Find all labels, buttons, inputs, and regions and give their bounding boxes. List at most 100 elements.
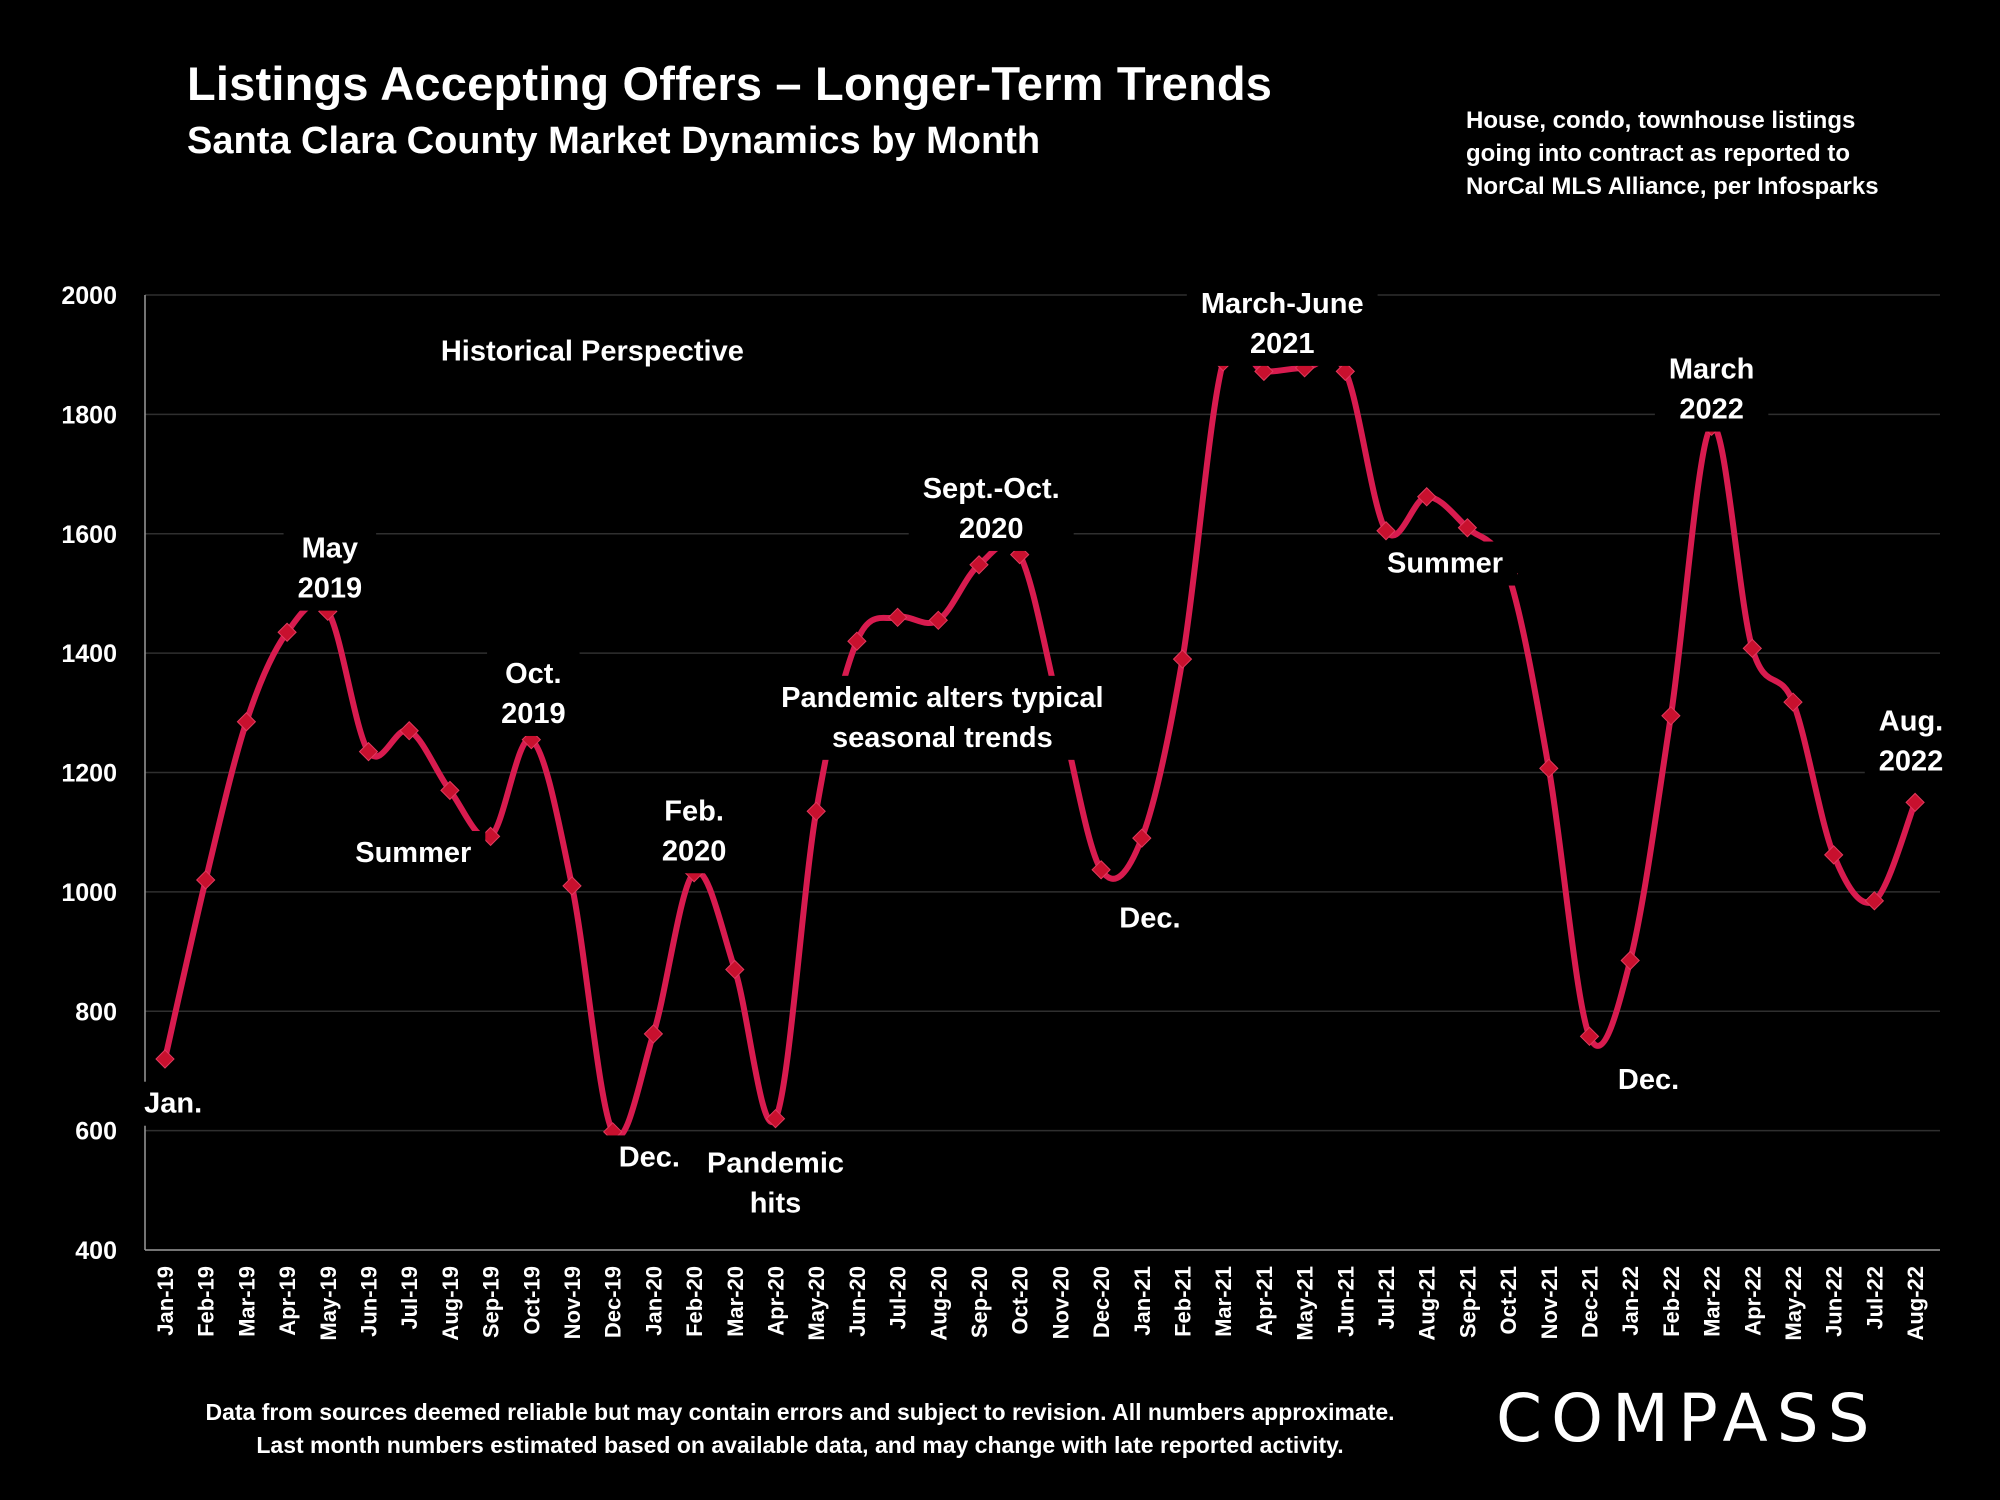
annotation-backing — [1864, 699, 1958, 784]
y-tick-label: 800 — [75, 998, 117, 1026]
annotation-text: Dec. — [1618, 1064, 1679, 1096]
annotation-backing — [908, 466, 1074, 551]
annotation: March 2022 — [1654, 347, 1769, 432]
data-point — [236, 712, 257, 732]
data-point — [1457, 518, 1478, 538]
annotation-backing — [767, 675, 1118, 760]
source-line: House, condo, townhouse listings — [1466, 107, 1856, 134]
x-tick-label: Aug-22 — [1903, 1266, 1928, 1341]
annotation-text: Pandemic alters typical — [781, 682, 1103, 714]
x-tick-label: Feb-19 — [194, 1266, 219, 1337]
data-point — [1864, 891, 1885, 911]
data-point — [562, 876, 582, 896]
annotation: Pandemic hits — [693, 1141, 858, 1226]
x-tick-label: Nov-21 — [1537, 1266, 1562, 1339]
source-line: NorCal MLS Alliance, per Infosparks — [1466, 173, 1879, 200]
data-point — [887, 607, 908, 628]
x-tick-label: Aug-20 — [926, 1266, 951, 1341]
annotation-text: 2020 — [662, 835, 727, 867]
y-tick-label: 1000 — [61, 879, 117, 907]
annotation: Dec. — [1105, 896, 1195, 941]
footer-line: Last month numbers estimated based on av… — [256, 1432, 1344, 1458]
annotation: Oct. 2019 — [487, 651, 580, 736]
annotation-text: Jan. — [144, 1088, 202, 1120]
annotation-text: May — [302, 533, 358, 565]
data-point — [1254, 361, 1274, 382]
footer-disclaimer: Data from sources deemed reliable but ma… — [150, 1396, 1450, 1462]
x-tick-label: Mar-19 — [234, 1266, 259, 1337]
x-tick-label: Jun-21 — [1333, 1266, 1358, 1337]
annotation-text: 2019 — [298, 573, 363, 605]
data-point — [806, 801, 826, 822]
data-point — [1132, 828, 1152, 848]
annotation-text: Summer — [1387, 548, 1503, 580]
x-tick-label: Apr-19 — [275, 1266, 300, 1336]
x-tick-label: Nov-19 — [560, 1266, 585, 1339]
y-tick-label: 2000 — [61, 282, 117, 310]
x-tick-label: Dec-20 — [1089, 1266, 1114, 1338]
data-point — [1539, 758, 1559, 779]
data-point — [1376, 521, 1396, 541]
data-point — [1579, 1026, 1600, 1047]
annotation-backing — [693, 1141, 858, 1226]
annotation-text: 2019 — [501, 698, 566, 730]
x-tick-label: May-21 — [1293, 1266, 1318, 1341]
annotation-backing — [130, 1081, 217, 1126]
data-point — [1783, 692, 1803, 712]
annotation-backing — [1603, 1057, 1694, 1102]
annotation: March-June 2021 — [1186, 281, 1378, 366]
annotation-text: 2020 — [959, 513, 1024, 545]
data-point — [399, 721, 419, 741]
data-point — [1823, 845, 1844, 865]
x-tick-label: Oct-19 — [519, 1266, 544, 1334]
y-tick-label: 600 — [75, 1118, 117, 1146]
annotation: Summer — [341, 831, 486, 876]
data-point — [643, 1024, 664, 1044]
data-point — [847, 631, 867, 651]
annotation-text: seasonal trends — [832, 722, 1053, 754]
annotation-backing — [647, 789, 741, 874]
x-tick-label: Nov-20 — [1048, 1266, 1073, 1339]
source-note: House, condo, townhouse listings going i… — [1466, 104, 1879, 203]
y-tick-label: 1600 — [61, 521, 117, 549]
annotation: Historical Perspective — [426, 329, 758, 374]
x-tick-label: Jun-20 — [845, 1266, 870, 1337]
annotation-text: Aug. — [1879, 706, 1943, 738]
annotation-text: Feb. — [664, 795, 724, 827]
data-point — [1091, 860, 1111, 880]
x-tick-label: Feb-20 — [682, 1266, 707, 1337]
x-tick-label: May-22 — [1781, 1266, 1806, 1341]
annotation-text: March-June — [1201, 288, 1364, 320]
chart-title: Listings Accepting Offers – Longer-Term … — [187, 57, 1273, 110]
source-line: going into contract as reported to — [1466, 140, 1851, 167]
data-point — [440, 780, 460, 801]
annotation: Jan. — [130, 1081, 217, 1126]
annotation: Dec. — [1603, 1057, 1694, 1102]
data-point — [1742, 638, 1763, 659]
x-tick-label: Jan-19 — [153, 1266, 178, 1336]
x-tick-label: Oct-20 — [1008, 1266, 1033, 1334]
x-tick-label: Jul-22 — [1862, 1266, 1887, 1330]
x-tick-label: Jun-22 — [1822, 1266, 1847, 1337]
data-point — [765, 1108, 786, 1129]
x-tick-label: Aug-19 — [438, 1266, 463, 1341]
y-tick-label: 400 — [75, 1237, 117, 1265]
x-tick-label: Feb-22 — [1659, 1266, 1684, 1337]
annotation: Sept.-Oct. 2020 — [908, 466, 1074, 551]
x-tick-label: Dec-19 — [601, 1266, 626, 1338]
data-point — [195, 870, 216, 890]
compass-logo: COMPASS — [1496, 1380, 1879, 1457]
x-tick-label: Sep-21 — [1455, 1266, 1480, 1338]
footer-line: Data from sources deemed reliable but ma… — [205, 1399, 1395, 1425]
annotation: Pandemic alters typical seasonal trends — [767, 675, 1118, 760]
data-point — [358, 741, 379, 762]
annotation-text: March — [1669, 354, 1754, 386]
x-tick-label: May-19 — [316, 1266, 341, 1341]
data-point — [1335, 361, 1356, 382]
x-tick-label: Apr-21 — [1252, 1266, 1277, 1336]
x-tick-label: Mar-22 — [1700, 1266, 1725, 1337]
annotation-text: Dec. — [619, 1141, 680, 1173]
x-tick-label: Sep-20 — [967, 1266, 992, 1338]
chart-subtitle: Santa Clara County Market Dynamics by Mo… — [187, 120, 1041, 162]
